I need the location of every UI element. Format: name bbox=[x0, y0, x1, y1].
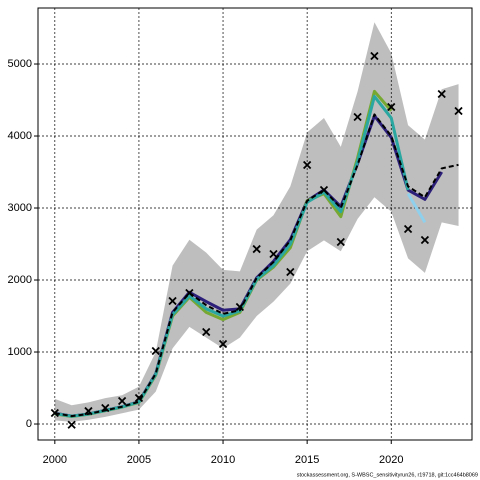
observation-point bbox=[286, 267, 295, 277]
footer: stockassessment.org, S-WBSC_sensitivityr… bbox=[297, 472, 478, 478]
observation-point bbox=[218, 339, 228, 349]
observation-point bbox=[353, 112, 362, 122]
series-line bbox=[406, 192, 427, 224]
x-tick-label: 2000 bbox=[43, 454, 67, 466]
y-tick-label: 3000 bbox=[8, 202, 32, 214]
observation-point bbox=[235, 302, 244, 312]
observation-point bbox=[437, 89, 446, 99]
observation-point bbox=[403, 224, 413, 234]
observation-point bbox=[387, 102, 396, 112]
observation-point bbox=[269, 249, 278, 259]
observation-point bbox=[202, 327, 211, 337]
observation-point bbox=[252, 244, 261, 254]
observation-point bbox=[319, 185, 329, 195]
observation-point bbox=[151, 346, 160, 356]
x-tick-label: 2005 bbox=[127, 454, 151, 466]
observation-point bbox=[303, 160, 312, 170]
observation-point bbox=[420, 235, 430, 245]
observation-point bbox=[84, 406, 93, 416]
observation-point bbox=[336, 237, 345, 247]
observation-point bbox=[134, 393, 144, 403]
x-tick-label: 2020 bbox=[379, 454, 403, 466]
confidence-band bbox=[54, 22, 459, 422]
y-tick-label: 2000 bbox=[8, 274, 32, 286]
observation-point bbox=[370, 51, 379, 61]
observation-point bbox=[454, 106, 463, 116]
x-tick-label: 2015 bbox=[295, 454, 319, 466]
series-line bbox=[54, 113, 459, 418]
observation-point bbox=[50, 408, 59, 418]
observation-point bbox=[101, 403, 110, 413]
y-tick-label: 4000 bbox=[8, 130, 32, 142]
x-tick-label: 2010 bbox=[211, 454, 235, 466]
observation-point bbox=[67, 420, 76, 429]
y-tick-label: 5000 bbox=[8, 58, 32, 70]
y-tick-label: 0 bbox=[26, 418, 32, 430]
observation-point bbox=[168, 296, 177, 306]
y-tick-label: 1000 bbox=[8, 346, 32, 358]
observation-point bbox=[117, 396, 127, 406]
observation-point bbox=[185, 288, 194, 298]
plot-frame bbox=[37, 7, 473, 441]
